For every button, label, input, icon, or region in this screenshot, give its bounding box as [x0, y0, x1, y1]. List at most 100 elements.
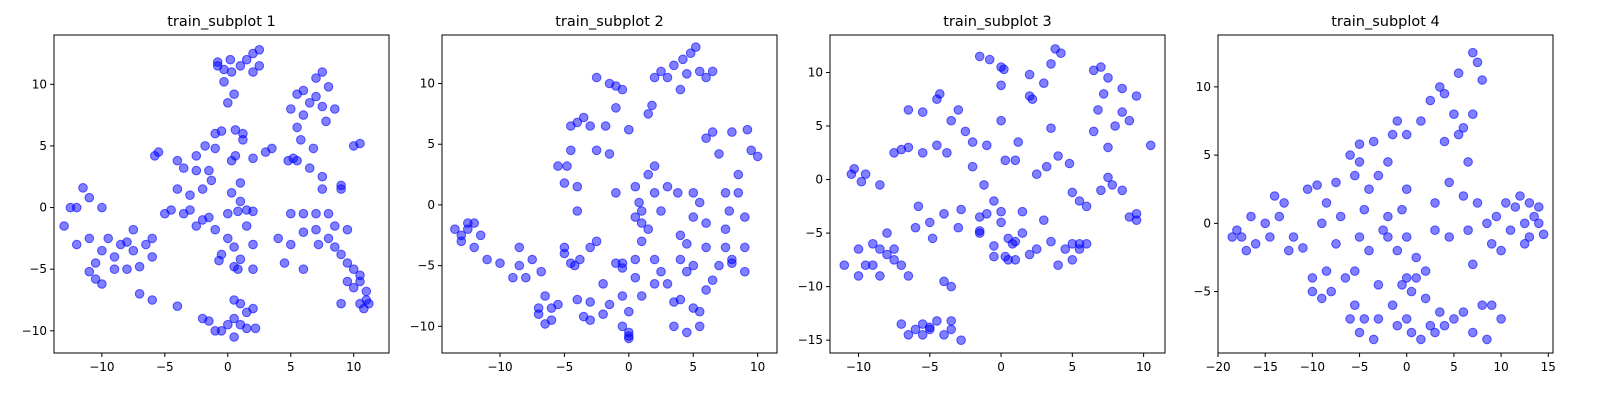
subplot-2-point [643, 169, 654, 180]
subplot-3-point [917, 148, 928, 158]
subplot-4-point [1392, 245, 1403, 256]
subplot-1-point [298, 110, 309, 120]
subplot-3-point [925, 217, 935, 228]
subplot-4-point [1345, 150, 1355, 160]
subplot-2-point [546, 315, 557, 326]
subplot-2-point [566, 145, 576, 156]
subplot-1-point [321, 116, 331, 127]
subplot-4-point [1401, 184, 1412, 194]
subplot-4-x-tick-label: −20 [1205, 360, 1230, 374]
subplot-3-y-tick-label: −15 [798, 333, 823, 347]
subplot-4-point [1354, 157, 1365, 167]
subplot-2-x-tick-label: 0 [625, 360, 633, 374]
subplot-2-point [727, 258, 737, 269]
subplot-4-point [1435, 82, 1445, 92]
subplot-2-point [636, 206, 647, 216]
subplot-2-point [559, 242, 570, 253]
subplot-2-point [482, 254, 492, 265]
subplot-2-point [682, 327, 692, 338]
subplot-1-point [97, 279, 107, 289]
subplot-1-point [286, 208, 296, 219]
subplot-1-point [330, 221, 340, 231]
subplot-1-point [204, 212, 214, 223]
subplot-2-point [540, 291, 550, 301]
subplot-1-point [191, 221, 202, 231]
subplot-2-point [691, 42, 701, 52]
subplot-1-point [355, 270, 365, 281]
subplot-1-y-tick-label: −10 [22, 324, 47, 338]
subplot-1-point [109, 264, 120, 275]
subplot-2-point [752, 151, 763, 162]
subplot-1-point [226, 188, 237, 198]
subplot-4-point [1468, 109, 1478, 119]
subplot-2-point [527, 254, 538, 265]
subplot-4-point [1387, 300, 1398, 311]
subplot-4-point [1430, 225, 1440, 235]
subplot-1-x-tick-label: −10 [89, 360, 114, 374]
subplot-1-point [254, 61, 265, 71]
subplot-1-point [311, 73, 321, 83]
subplot-2-y-tick-label: 5 [427, 137, 435, 151]
subplot-1-point [361, 286, 372, 297]
subplot-2-point [643, 109, 654, 119]
subplot-2-point [707, 66, 718, 77]
subplot-1-point [298, 208, 309, 219]
subplot-3-point [903, 142, 914, 153]
subplot-2-point [669, 321, 679, 332]
subplot-1-y-tick-label: 5 [39, 139, 47, 153]
subplot-3-point [1103, 172, 1113, 183]
subplot-1-point [311, 224, 321, 235]
subplot-3-point [946, 316, 957, 326]
subplot-2-point [630, 181, 641, 192]
subplot-2-point [572, 181, 583, 192]
subplot-4-axes-frame [1217, 34, 1554, 354]
subplot-4-point [1449, 109, 1459, 119]
subplot-1-point [323, 233, 334, 244]
subplot-1-point [355, 138, 365, 149]
subplot-4-point [1312, 180, 1322, 190]
subplot-3-point [1046, 123, 1056, 133]
subplot-4-point [1501, 198, 1511, 208]
subplot-2-point [669, 60, 679, 71]
subplot-3-point [1000, 155, 1011, 166]
subplot-2-point [678, 54, 688, 65]
subplot-3-point [939, 209, 949, 219]
subplot-3-point [1074, 244, 1085, 254]
subplot-1-point [147, 252, 157, 262]
subplot-3-point [1031, 169, 1042, 179]
subplot-4-point [1284, 245, 1294, 256]
subplot-1-point [233, 264, 243, 275]
subplot-3-point [1131, 91, 1142, 101]
subplot-4-point [1368, 136, 1379, 147]
subplot-4-point [1359, 314, 1370, 324]
subplot-1-point [197, 184, 208, 194]
subplot-2-point [701, 133, 711, 143]
subplot-2-point [585, 242, 596, 253]
subplot-4-point [1260, 218, 1270, 229]
subplot-1-point [273, 233, 284, 244]
subplot-4-point [1477, 300, 1487, 311]
subplot-1-x-tick-label: 10 [346, 360, 361, 374]
subplot-2-point [585, 121, 596, 131]
subplot-2-x-tick-label: −10 [487, 360, 512, 374]
subplot-2-point [572, 206, 583, 216]
subplot-2-point [521, 272, 531, 283]
subplot-3-point [882, 228, 892, 238]
subplot-1-point [90, 258, 101, 268]
subplot-4-point [1232, 225, 1242, 235]
subplot-1-point [166, 205, 176, 215]
subplot-4-point [1430, 327, 1440, 338]
subplot-4-point [1364, 184, 1374, 194]
subplot-2-point [694, 321, 705, 332]
subplot-1-point [97, 202, 107, 213]
subplot-3-point [868, 239, 878, 249]
subplot-1-point [97, 245, 107, 256]
subplot-3-point [982, 140, 992, 151]
subplot-2-y-tick-label: −10 [410, 319, 435, 333]
subplot-1-point [147, 233, 157, 244]
subplot-1-point [204, 165, 214, 176]
subplot-3-point [1053, 151, 1063, 161]
subplot-2-point [720, 188, 731, 198]
subplot-2-point [649, 254, 660, 265]
subplot-1-point [267, 143, 277, 154]
